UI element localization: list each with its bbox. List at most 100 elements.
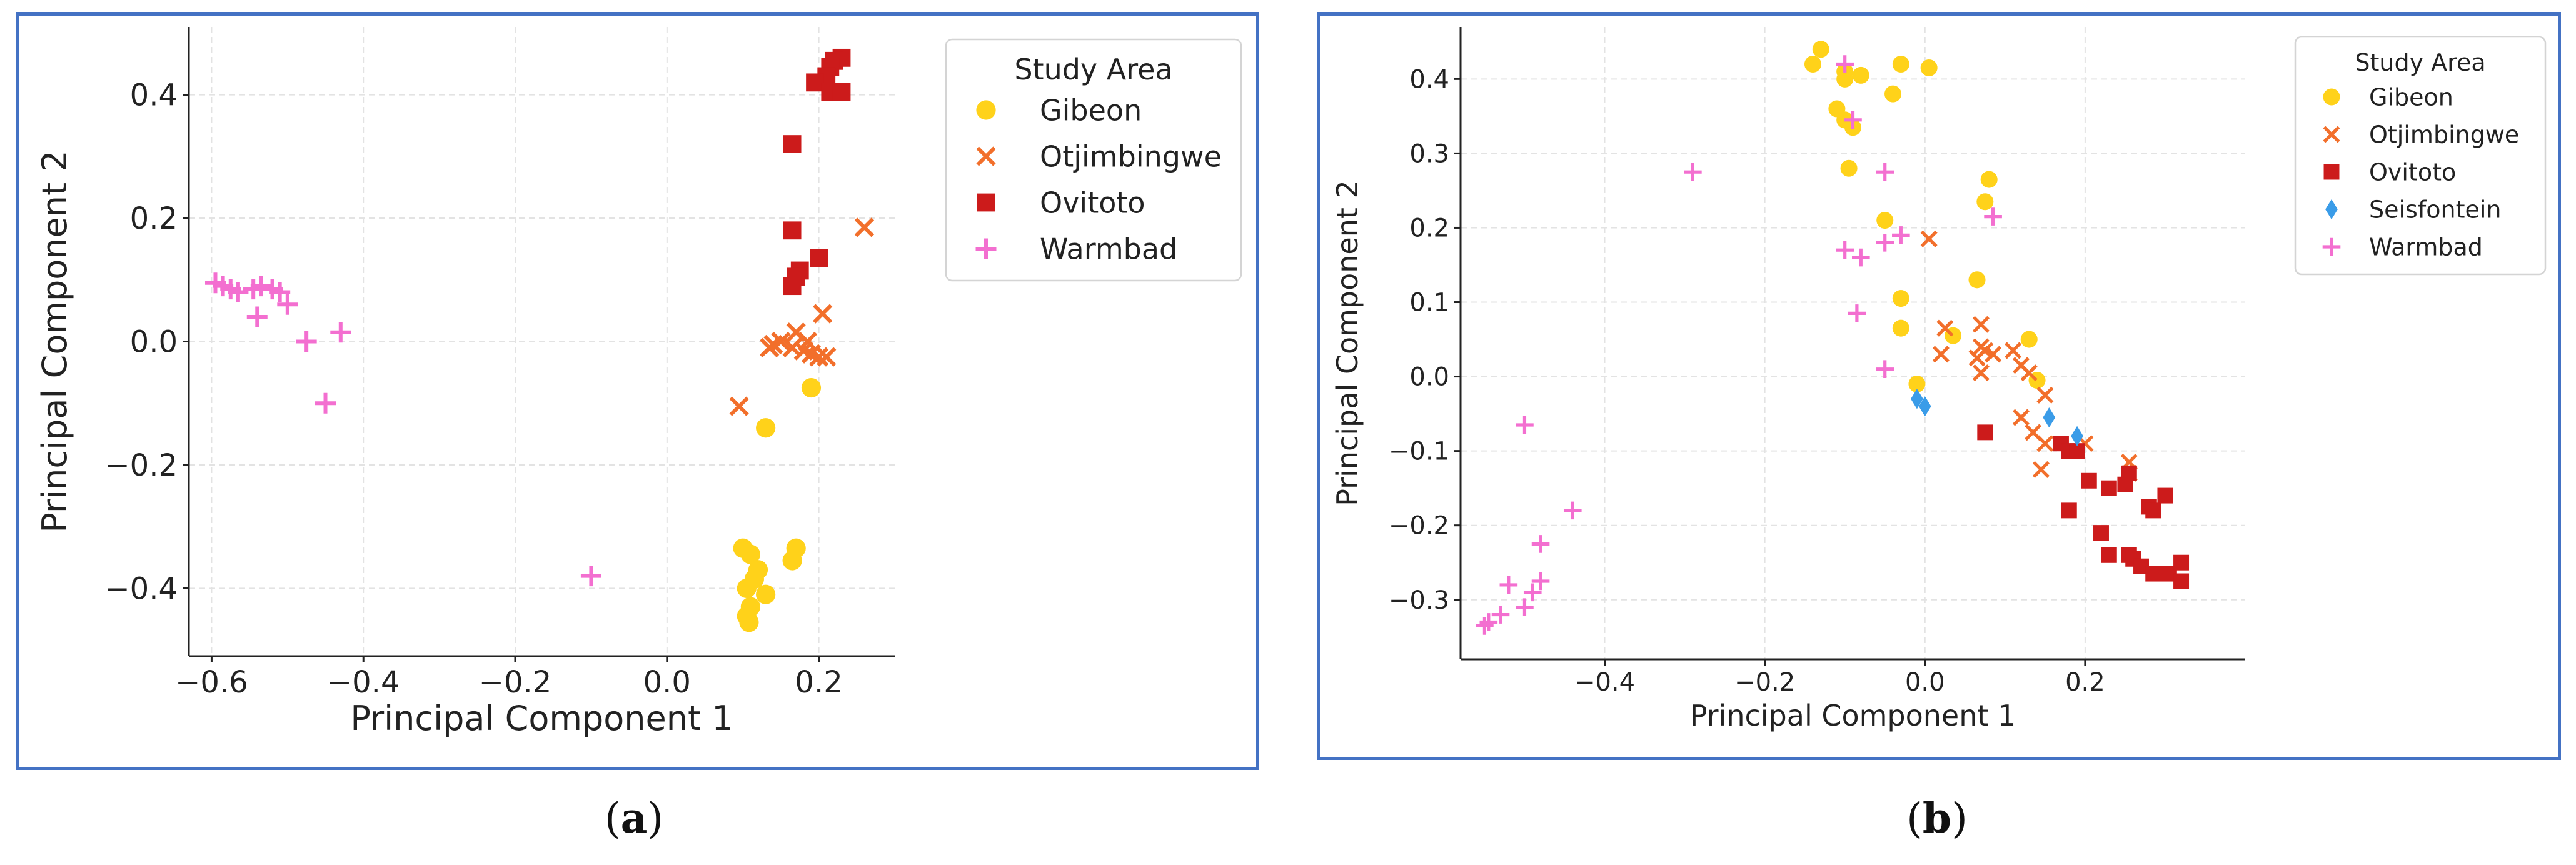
legend-marker-ovitoto [977, 193, 995, 212]
data-point-otjimbingwe [2036, 386, 2054, 404]
x-tick-label: −0.6 [175, 665, 248, 700]
data-point-gibeon [1812, 41, 1829, 58]
x-tick-label: 0.0 [1905, 668, 1945, 697]
scatter-plot-a: −0.6 −0.4 −0.2 0.0 0.2 −0.4 −0.2 0.0 0.2 0.4 Princ… [35, 27, 1242, 738]
data-point-ovitoto [2173, 554, 2190, 571]
data-point-otjimbingwe [729, 396, 749, 416]
series-ovitoto [1977, 424, 2190, 589]
data-point-warmbad [1984, 208, 2002, 226]
data-point-gibeon [1892, 290, 1909, 308]
data-point-otjimbingwe [760, 338, 780, 358]
y-tick-label: −0.4 [104, 571, 178, 606]
x-axis-title: Principal Component 1 [1690, 699, 2016, 732]
legend-marker-ovitoto [2323, 164, 2340, 180]
axes: −0.6 −0.4 −0.2 0.0 0.2 −0.4 −0.2 0.0 0.2 0.4 [104, 27, 895, 700]
data-point-warmbad [250, 276, 271, 297]
data-point-gibeon [1968, 271, 1986, 289]
data-point-gibeon [782, 551, 802, 571]
data-point-warmbad [1476, 617, 1494, 635]
data-point-warmbad [296, 331, 317, 352]
data-point-ovitoto [832, 82, 851, 101]
data-point-warmbad [1531, 535, 1550, 553]
data-point-gibeon [1908, 375, 1926, 393]
caption-a: (a) [604, 794, 664, 842]
data-point-otjimbingwe [771, 331, 791, 352]
x-tick-label: 0.0 [643, 665, 691, 700]
data-point-ovitoto [2157, 488, 2173, 504]
data-point-otjimbingwe [2036, 435, 2054, 452]
series-warmbad [204, 272, 601, 587]
data-point-otjimbingwe [2020, 364, 2038, 382]
legend-entry-ovitoto: Ovitoto [2323, 159, 2456, 186]
data-point-ovitoto [2173, 573, 2190, 589]
data-point-otjimbingwe [854, 218, 875, 238]
data-point-warmbad [1523, 583, 1542, 602]
series-ovitoto [783, 48, 851, 296]
data-point-ovitoto [2101, 480, 2117, 496]
data-point-otjimbingwe [817, 347, 837, 367]
y-tick-label: −0.2 [104, 448, 178, 483]
legend-marker-warmbad [2322, 238, 2341, 256]
data-point-otjimbingwe [813, 304, 833, 324]
data-point-warmbad [1531, 572, 1550, 591]
data-point-otjimbingwe [1972, 364, 1990, 382]
data-point-otjimbingwe [782, 338, 802, 358]
y-tick-label: 0.4 [1409, 65, 1449, 94]
data-point-gibeon [756, 584, 776, 604]
legend: Study Area Gibeon Otjimbingwe Ovitoto Seisfo… [2294, 36, 2547, 276]
data-point-gibeon [1852, 66, 1869, 84]
panel-a: −0.6 −0.4 −0.2 0.0 0.2 −0.4 −0.2 0.0 0.2 0.4 Princ… [16, 12, 1259, 770]
data-point-warmbad [1892, 226, 1910, 244]
data-point-warmbad [1516, 598, 1534, 616]
y-tick-label: −0.2 [1389, 512, 1449, 541]
legend-entry-gibeon: Gibeon [976, 94, 1142, 128]
x-tick-label: 0.2 [2065, 668, 2105, 697]
data-point-warmbad [1848, 304, 1866, 322]
data-point-seisfontein [1918, 396, 1931, 417]
series-otjimbingwe [1920, 230, 2138, 482]
series-gibeon [733, 378, 822, 632]
legend-marker-warmbad [975, 238, 997, 259]
y-axis-title: Principal Component 2 [35, 150, 74, 532]
legend: Study Area Gibeon Otjimbingwe Ovitoto Warmba… [945, 38, 1242, 282]
data-point-warmbad [246, 306, 268, 328]
data-point-gibeon [740, 544, 760, 564]
series-otjimbingwe [729, 218, 875, 416]
legend-marker-gibeon [976, 100, 996, 120]
data-point-ovitoto [2081, 472, 2097, 489]
data-point-gibeon [1892, 319, 1909, 337]
data-point-warmbad [1836, 241, 1854, 259]
data-point-ovitoto [806, 73, 824, 92]
series-seisfontein [1911, 389, 2083, 446]
data-point-gibeon [739, 612, 759, 632]
y-tick-label: 0.3 [1409, 139, 1449, 168]
panel-b: −0.4 −0.2 0.0 0.2 −0.3 −0.2 −0.1 0.0 0.1 0.2 0.3 0.… [1317, 12, 2561, 760]
data-point-seisfontein [2071, 426, 2083, 446]
legend-label-otjimbingwe: Otjimbingwe [2369, 121, 2519, 149]
data-point-otjimbingwe [1968, 349, 1986, 367]
data-point-warmbad [1516, 416, 1534, 434]
legend-label-warmbad: Warmbad [2369, 234, 2483, 261]
y-tick-label: 0.2 [1409, 214, 1449, 242]
data-point-ovitoto [783, 221, 802, 240]
data-point-gibeon [2020, 331, 2038, 348]
data-point-warmbad [1852, 248, 1870, 267]
legend-entry-otjimbingwe: Otjimbingwe [2323, 121, 2519, 149]
legend-title: Study Area [1014, 52, 1172, 86]
legend-entry-warmbad: Warmbad [2322, 234, 2483, 261]
data-point-seisfontein [2043, 407, 2056, 428]
legend-entry-warmbad: Warmbad [975, 232, 1177, 266]
data-point-warmbad [269, 282, 291, 303]
data-point-warmbad [277, 294, 298, 315]
y-tick-label: 0.0 [1409, 363, 1449, 392]
y-tick-label: 0.4 [130, 78, 178, 113]
data-point-ovitoto [2145, 566, 2161, 582]
legend-label-otjimbingwe: Otjimbingwe [1040, 140, 1222, 174]
x-tick-label: −0.4 [327, 665, 400, 700]
legend-box [2294, 36, 2547, 276]
data-point-gibeon [801, 378, 822, 398]
data-point-warmbad [1479, 613, 1498, 631]
y-tick-label: 0.0 [130, 325, 178, 360]
caption-a-letter: a [620, 794, 648, 842]
scatter-plot-b: −0.4 −0.2 0.0 0.2 −0.3 −0.2 −0.1 0.0 0.1 0.2 0.3 0.… [1331, 27, 2547, 732]
